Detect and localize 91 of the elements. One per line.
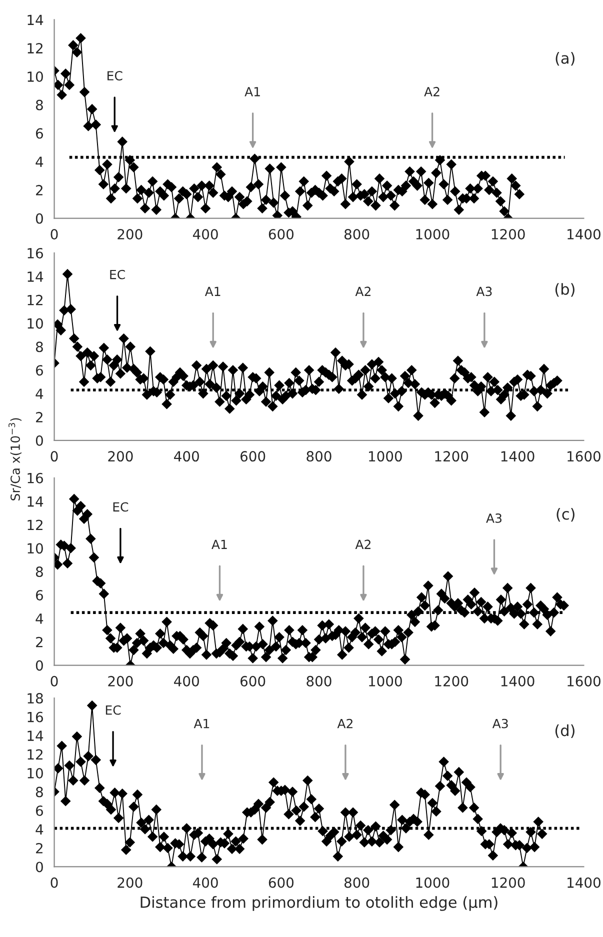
- x-tick-label: 600: [268, 228, 294, 240]
- annotation: A2: [355, 286, 370, 296]
- y-tick-label: 14: [28, 272, 44, 282]
- x-tick-label: 400: [192, 877, 218, 888]
- y-tick-label: 10: [28, 318, 43, 329]
- x-tick-label: 1400: [501, 676, 534, 686]
- x-tick-label: 0: [50, 228, 58, 240]
- y-tick-label: 16: [28, 472, 43, 484]
- y-tick-label: 14: [28, 496, 44, 507]
- y-tick-label: 4: [36, 388, 44, 399]
- annotation: (d): [555, 724, 574, 738]
- annotation: (a): [556, 52, 574, 66]
- x-tick-label: 800: [344, 877, 370, 888]
- y-tick-label: 10: [28, 71, 43, 82]
- x-tick-label: 200: [108, 451, 133, 462]
- x-tick-label: 400: [174, 676, 199, 686]
- y-tick-label: 4: [36, 156, 44, 167]
- y-tick-label: 16: [28, 248, 43, 258]
- y-tick-label: 2: [36, 842, 42, 854]
- annotation: EC: [110, 270, 125, 280]
- y-tick-label: 6: [36, 590, 43, 600]
- x-tick-label: 200: [108, 676, 133, 686]
- x-tick-label: 200: [118, 228, 142, 240]
- y-tick-label: 2: [36, 636, 42, 648]
- x-tick-label: 400: [192, 228, 218, 240]
- x-tick-label: 1200: [435, 676, 468, 686]
- y-tick-label: 4: [36, 824, 44, 835]
- x-axis-title: Distance from primordium to otolith edge (µm): [140, 896, 498, 911]
- y-tick-label: 6: [36, 128, 43, 139]
- y-tick-label: 6: [36, 365, 43, 376]
- x-tick-label: 800: [306, 676, 332, 686]
- annotation: A1: [212, 540, 227, 549]
- y-tick-label: 10: [28, 543, 43, 554]
- annotation: A3: [486, 513, 502, 523]
- x-tick-label: 1400: [501, 451, 534, 462]
- y-tick-label: 0: [36, 862, 43, 872]
- y-tick-label: 12: [28, 294, 42, 306]
- y-tick-label: 12: [28, 43, 42, 54]
- x-tick-label: 800: [306, 451, 332, 462]
- y-axis-title: Sr/Ca x(10$^{−3}$): [8, 418, 22, 500]
- y-tick-label: 8: [36, 342, 43, 352]
- x-tick-label: 0: [50, 877, 58, 888]
- y-tick-label: 8: [36, 100, 43, 110]
- y-tick-label: 8: [36, 566, 43, 578]
- y-tick-label: 2: [36, 412, 42, 422]
- y-tick-label: 18: [28, 693, 43, 704]
- annotation: (b): [555, 283, 574, 297]
- annotation: A1: [204, 286, 220, 296]
- annotation: (c): [556, 508, 574, 522]
- y-tick-label: 4: [36, 614, 44, 624]
- y-tick-label: 10: [28, 768, 43, 778]
- x-tick-label: 1200: [492, 228, 525, 240]
- annotation: A3: [476, 286, 492, 296]
- annotation: A3: [492, 718, 508, 728]
- annotation: A1: [244, 87, 260, 96]
- x-tick-label: 0: [50, 451, 58, 462]
- x-tick-label: 1200: [492, 877, 525, 888]
- x-tick-label: 400: [174, 451, 199, 462]
- y-tick-label: 2: [36, 184, 42, 196]
- x-tick-label: 600: [240, 676, 266, 686]
- y-tick-label: 12: [28, 749, 42, 760]
- annotation: A2: [355, 540, 370, 549]
- y-tick-label: 14: [28, 730, 44, 741]
- x-tick-label: 600: [240, 451, 266, 462]
- y-tick-label: 6: [36, 805, 43, 816]
- annotation: EC: [113, 502, 128, 512]
- x-tick-label: 600: [268, 877, 294, 888]
- x-tick-label: 1600: [568, 676, 600, 686]
- x-tick-label: 800: [344, 228, 370, 240]
- y-tick-label: 16: [28, 712, 43, 722]
- y-tick-label: 0: [36, 213, 43, 224]
- annotation: EC: [108, 71, 122, 80]
- annotation: EC: [106, 705, 121, 715]
- y-tick-label: 0: [36, 435, 43, 446]
- annotation: A1: [194, 718, 210, 728]
- x-tick-label: 1000: [369, 451, 402, 462]
- x-tick-label: 1400: [568, 228, 600, 240]
- y-tick-label: 14: [28, 14, 44, 25]
- x-tick-label: 200: [118, 877, 142, 888]
- annotation: A2: [424, 86, 440, 96]
- annotation: A2: [337, 718, 352, 728]
- y-tick-label: 0: [36, 660, 43, 671]
- y-tick-label: 8: [36, 786, 43, 798]
- x-tick-label: 1200: [435, 451, 468, 462]
- y-tick-label: 12: [28, 520, 42, 530]
- x-tick-label: 1000: [416, 228, 450, 240]
- x-tick-label: 1600: [568, 451, 600, 462]
- x-tick-label: 1400: [568, 877, 600, 888]
- x-tick-label: 1000: [369, 676, 402, 686]
- x-tick-label: 0: [50, 676, 58, 686]
- x-tick-label: 1000: [416, 877, 450, 888]
